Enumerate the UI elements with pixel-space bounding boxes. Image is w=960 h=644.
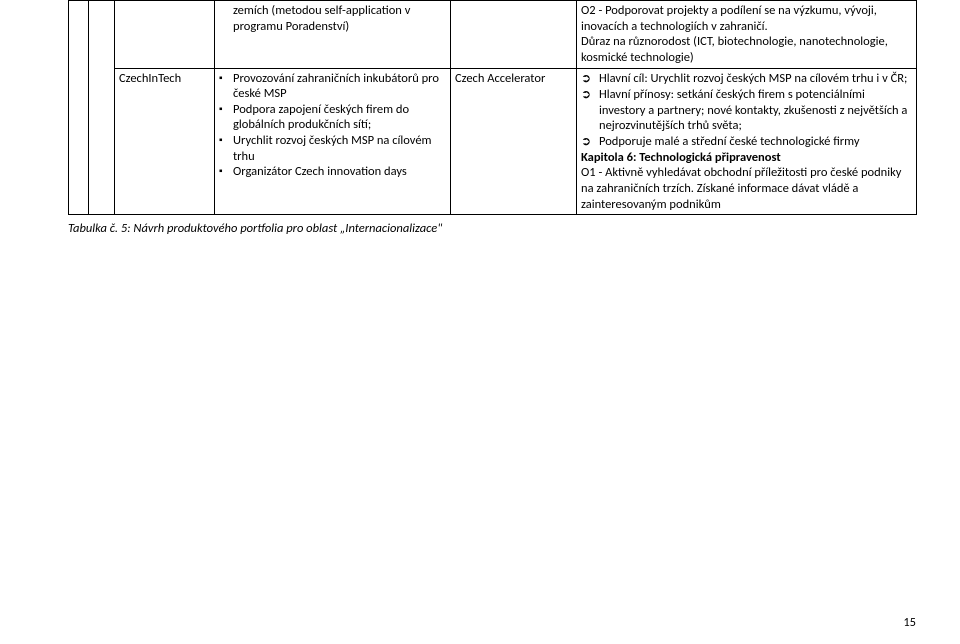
- cell-text: O1 - Aktivně vyhledávat obchodní příleži…: [581, 165, 912, 212]
- list-item: Urychlit rozvoj českých MSP na cílovém t…: [233, 133, 446, 164]
- table-row: CzechInTech Provozování zahraničních ink…: [69, 68, 917, 215]
- arrow-list: Hlavní cíl: Urychlit rozvoj českých MSP …: [581, 71, 912, 150]
- list-item: Hlavní přínosy: setkání českých firem s …: [599, 87, 912, 134]
- table-caption: Tabulka č. 5: Návrh produktového portfol…: [68, 221, 960, 236]
- cell-c4-r2: Provozování zahraničních inkubátorů pro …: [215, 68, 451, 215]
- list-item-text: Podporuje malé a střední české technolog…: [599, 134, 860, 149]
- cell-c6-r2: Hlavní cíl: Urychlit rozvoj českých MSP …: [577, 68, 917, 215]
- cell-text: CzechInTech: [119, 71, 181, 86]
- list-item: Podpora zapojení českých firem do globál…: [233, 102, 446, 133]
- cell-c1: [69, 1, 89, 215]
- cell-text: Czech Accelerator: [455, 71, 545, 86]
- cell-c3-r1: [115, 1, 215, 69]
- table-row: zemích (metodou self-application v progr…: [69, 1, 917, 69]
- cell-text: O2 - Podporovat projekty a podílení se n…: [581, 3, 912, 34]
- cell-text: programu Poradenství): [233, 19, 349, 34]
- cell-c4-r1: zemích (metodou self-application v progr…: [215, 1, 451, 69]
- list-item-text: Urychlit rozvoj českých MSP na cílovém t…: [233, 133, 432, 164]
- list-item-text: Hlavní přínosy: setkání českých firem s …: [599, 87, 907, 134]
- bold-text: Kapitola 6: Technologická připravenost: [581, 150, 781, 165]
- list-item: Hlavní cíl: Urychlit rozvoj českých MSP …: [599, 71, 912, 87]
- cell-c2: [89, 1, 115, 215]
- page: zemích (metodou self-application v progr…: [0, 0, 960, 644]
- bullet-list: Provozování zahraničních inkubátorů pro …: [219, 71, 446, 180]
- cell-text: Důraz na různorodost (ICT, biotechnologi…: [581, 34, 912, 65]
- list-item-text: Podpora zapojení českých firem do globál…: [233, 102, 409, 133]
- main-table: zemích (metodou self-application v progr…: [68, 0, 917, 215]
- cell-text-bold: Kapitola 6: Technologická připravenost: [581, 150, 912, 166]
- page-number: 15: [903, 615, 916, 630]
- list-item-text: Hlavní cíl: Urychlit rozvoj českých MSP …: [599, 71, 907, 86]
- list-item: Organizátor Czech innovation days: [233, 164, 446, 180]
- cell-text: zemích (metodou self-application v: [233, 3, 410, 18]
- cell-c3-r2: CzechInTech: [115, 68, 215, 215]
- cell-c5-r1: [451, 1, 577, 69]
- cell-c6-r1: O2 - Podporovat projekty a podílení se n…: [577, 1, 917, 69]
- list-item: Podporuje malé a střední české technolog…: [599, 134, 912, 150]
- list-item-text: Organizátor Czech innovation days: [233, 164, 407, 179]
- list-item-text: Provozování zahraničních inkubátorů pro …: [233, 71, 439, 102]
- list-item: Provozování zahraničních inkubátorů pro …: [233, 71, 446, 102]
- cell-c5-r2: Czech Accelerator: [451, 68, 577, 215]
